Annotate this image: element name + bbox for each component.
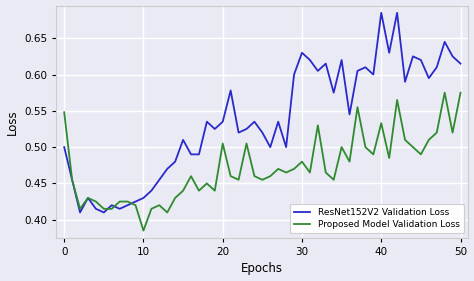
X-axis label: Epochs: Epochs bbox=[241, 262, 283, 275]
ResNet152V2 Validation Loss bbox=[450, 55, 456, 58]
Proposed Model Validation Loss bbox=[450, 131, 456, 134]
Y-axis label: Loss: Loss bbox=[6, 109, 18, 135]
ResNet152V2 Validation Loss bbox=[156, 178, 162, 182]
ResNet152V2 Validation Loss bbox=[355, 69, 360, 72]
Legend: ResNet152V2 Validation Loss, Proposed Model Validation Loss: ResNet152V2 Validation Loss, Proposed Mo… bbox=[290, 204, 464, 233]
Proposed Model Validation Loss bbox=[61, 111, 67, 114]
Proposed Model Validation Loss bbox=[355, 105, 360, 109]
ResNet152V2 Validation Loss bbox=[378, 11, 384, 15]
Proposed Model Validation Loss bbox=[188, 175, 194, 178]
Proposed Model Validation Loss bbox=[196, 189, 202, 192]
ResNet152V2 Validation Loss bbox=[77, 211, 83, 214]
ResNet152V2 Validation Loss bbox=[61, 146, 67, 149]
Proposed Model Validation Loss bbox=[156, 203, 162, 207]
ResNet152V2 Validation Loss bbox=[196, 153, 202, 156]
Proposed Model Validation Loss bbox=[331, 178, 337, 182]
ResNet152V2 Validation Loss bbox=[458, 62, 464, 65]
ResNet152V2 Validation Loss bbox=[331, 91, 337, 94]
Proposed Model Validation Loss bbox=[141, 229, 146, 232]
Proposed Model Validation Loss bbox=[458, 91, 464, 94]
Line: Proposed Model Validation Loss: Proposed Model Validation Loss bbox=[64, 93, 461, 231]
ResNet152V2 Validation Loss bbox=[188, 153, 194, 156]
Line: ResNet152V2 Validation Loss: ResNet152V2 Validation Loss bbox=[64, 13, 461, 212]
Proposed Model Validation Loss bbox=[442, 91, 447, 94]
